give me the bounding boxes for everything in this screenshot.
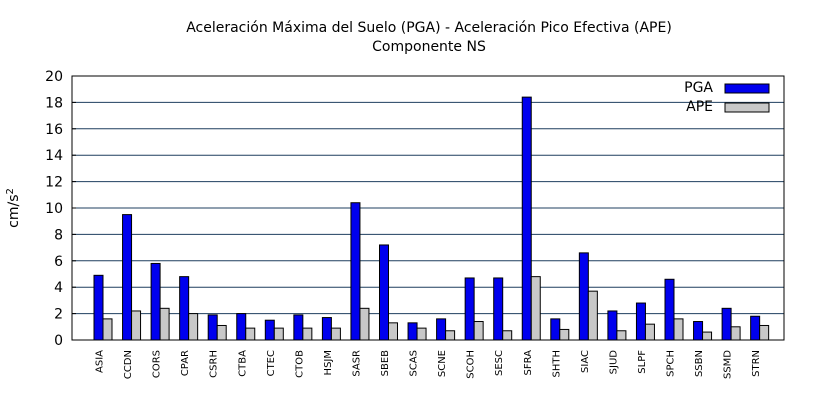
bar-ape-sjud bbox=[616, 330, 627, 341]
legend-swatch-ape bbox=[724, 102, 770, 113]
bar-pga-cpar bbox=[179, 276, 190, 341]
bar-pga-siac bbox=[578, 252, 589, 341]
x-category-label: CTOB bbox=[294, 350, 305, 378]
chart-subtitle: Componente NS bbox=[372, 39, 486, 55]
x-category-label: SIAC bbox=[580, 350, 591, 373]
bar-ape-slpf bbox=[644, 323, 655, 341]
bar-ape-ctob bbox=[302, 327, 313, 341]
y-tick-label: 18 bbox=[45, 95, 63, 111]
legend: PGA APE bbox=[684, 80, 770, 115]
y-tick-label: 4 bbox=[54, 280, 63, 296]
bar-pga-sasr bbox=[350, 202, 361, 341]
bars bbox=[93, 96, 770, 341]
bar-pga-ssmd bbox=[721, 307, 732, 341]
x-category-label: SHTH bbox=[551, 350, 562, 378]
bar-ape-cors bbox=[159, 307, 170, 341]
bar-ape-ctec bbox=[273, 327, 284, 341]
x-category-label: SFRA bbox=[523, 350, 534, 376]
x-category-label: SLPF bbox=[637, 350, 648, 374]
bar-ape-shth bbox=[559, 328, 570, 341]
bar-pga-ctba bbox=[236, 313, 247, 341]
y-tick-label: 8 bbox=[54, 227, 63, 243]
bar-pga-sbeb bbox=[379, 244, 389, 341]
x-category-label: CORS bbox=[152, 350, 163, 378]
bar-pga-ctob bbox=[293, 314, 304, 341]
y-tick-label: 16 bbox=[45, 122, 63, 138]
bar-ape-strn bbox=[759, 324, 770, 341]
y-tick-label: 0 bbox=[54, 333, 63, 349]
bar-ape-sbeb bbox=[388, 322, 398, 341]
legend-label-pga: PGA bbox=[684, 80, 713, 96]
x-category-label: SCAS bbox=[409, 350, 420, 377]
bar-ape-scoh bbox=[473, 321, 484, 341]
x-category-label: SBEB bbox=[380, 350, 391, 377]
y-tick-label: 6 bbox=[54, 254, 63, 270]
x-category-label: CSRH bbox=[209, 350, 220, 378]
bar-pga-shth bbox=[550, 318, 561, 341]
y-tick-label: 12 bbox=[45, 175, 63, 191]
bar-ape-asia bbox=[102, 318, 113, 341]
bar-ape-sesc bbox=[502, 330, 513, 341]
bar-ape-scas bbox=[416, 327, 427, 341]
bar-ape-sfra bbox=[530, 276, 541, 341]
plot-frame bbox=[71, 75, 785, 341]
x-category-label: STRN bbox=[751, 350, 762, 377]
bar-ape-ccdn bbox=[131, 310, 142, 341]
x-category-label: SSBN bbox=[694, 350, 705, 377]
y-axis-label: cm/s2 bbox=[5, 188, 23, 228]
bar-ape-sasr bbox=[359, 307, 370, 341]
bar-pga-scoh bbox=[464, 277, 475, 341]
bar-pga-cors bbox=[150, 262, 161, 341]
grid bbox=[72, 101, 784, 315]
legend-swatch-pga bbox=[724, 83, 770, 94]
x-category-label: SESC bbox=[494, 350, 505, 376]
bar-pga-scne bbox=[436, 318, 447, 341]
y-tick-label: 2 bbox=[54, 307, 63, 323]
x-category-label: SCNE bbox=[437, 350, 448, 377]
bar-pga-spch bbox=[664, 278, 675, 341]
x-category-label: SPCH bbox=[666, 350, 677, 377]
bar-ape-cpar bbox=[188, 313, 199, 341]
y-tick-label: 14 bbox=[45, 148, 63, 164]
bar-ape-siac bbox=[587, 290, 598, 341]
bar-ape-csrh bbox=[216, 324, 227, 341]
legend-label-ape: APE bbox=[686, 99, 713, 115]
bar-pga-sjud bbox=[607, 310, 618, 341]
x-category-label: SSMD bbox=[723, 350, 734, 379]
y-axis-ticks: 0 2 4 6 8 10 12 14 16 18 20 bbox=[45, 69, 76, 349]
x-category-label: SCOH bbox=[466, 350, 477, 379]
chart-title: Aceleración Máxima del Suelo (PGA) - Ace… bbox=[186, 20, 672, 36]
x-category-label: CTBA bbox=[237, 350, 248, 377]
bar-ape-spch bbox=[673, 318, 684, 341]
x-category-label: HSJM bbox=[323, 350, 334, 375]
bar-pga-slpf bbox=[635, 302, 646, 341]
bar-pga-ctec bbox=[264, 319, 275, 341]
bar-pga-hsjm bbox=[321, 317, 332, 341]
bar-ape-ssbn bbox=[702, 331, 713, 341]
x-category-label: CPAR bbox=[180, 350, 191, 376]
x-category-label: SASR bbox=[351, 350, 362, 377]
x-category-label: CCDN bbox=[123, 350, 134, 379]
x-category-label: CTEC bbox=[266, 350, 277, 376]
x-axis-categories: ASIA CCDN CORS CPAR CSRH CTBA CTEC CTOB HSJM SASR… bbox=[95, 350, 763, 379]
bar-pga-sesc bbox=[493, 277, 504, 341]
bar-pga-strn bbox=[750, 315, 761, 341]
bar-pga-ssbn bbox=[693, 321, 704, 341]
bar-ape-hsjm bbox=[330, 327, 341, 341]
x-category-label: SJUD bbox=[608, 350, 619, 375]
bar-pga-asia bbox=[93, 274, 104, 341]
bar-pga-sfra bbox=[521, 96, 532, 341]
y-tick-label: 20 bbox=[45, 69, 63, 85]
bar-pga-csrh bbox=[207, 314, 218, 341]
bar-ape-ssmd bbox=[730, 326, 741, 341]
y-tick-label: 10 bbox=[45, 201, 63, 217]
bar-ape-scne bbox=[445, 330, 456, 341]
bar-pga-scas bbox=[407, 322, 418, 341]
bar-pga-ccdn bbox=[122, 214, 133, 341]
bar-ape-ctba bbox=[245, 327, 256, 341]
x-category-label: ASIA bbox=[95, 350, 106, 373]
